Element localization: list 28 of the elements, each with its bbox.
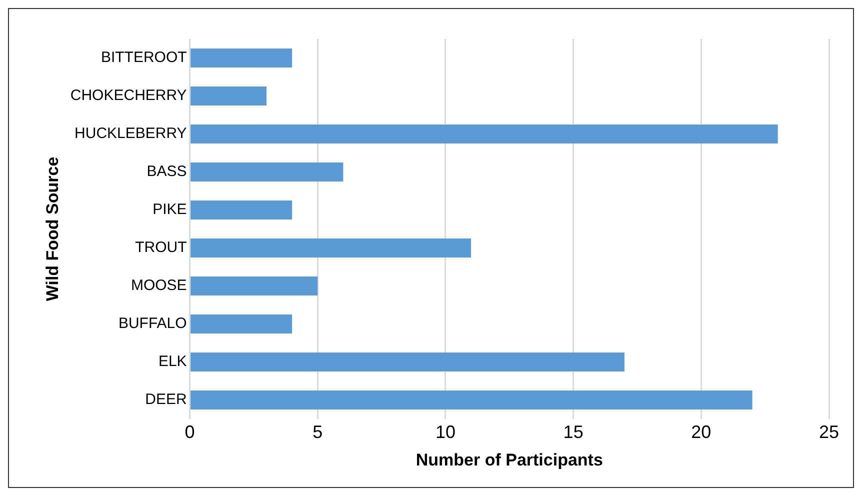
x-tick-label: 25 — [818, 422, 840, 442]
x-tick-label: 0 — [184, 422, 195, 442]
x-tick-label: 15 — [563, 422, 584, 442]
y-axis-title: Wild Food Source — [42, 156, 62, 302]
y-tick-label: BITTEROOT — [100, 49, 187, 66]
y-tick-label: DEER — [145, 391, 187, 408]
bar — [190, 314, 292, 334]
bar — [190, 48, 292, 68]
y-tick-label: BUFFALO — [118, 315, 187, 332]
x-tick-label: 10 — [435, 422, 456, 442]
y-tick-label: PIKE — [152, 201, 187, 218]
y-tick-label: CHOKECHERRY — [70, 87, 187, 104]
bar — [190, 124, 778, 144]
bar — [190, 238, 472, 258]
bar — [190, 352, 624, 372]
y-tick-label: MOOSE — [130, 277, 187, 294]
bar — [190, 200, 292, 220]
y-tick-label: ELK — [158, 353, 187, 370]
bar — [190, 390, 752, 410]
bar — [190, 276, 318, 296]
bar — [190, 162, 344, 182]
y-tick-label: TROUT — [135, 239, 187, 256]
x-axis-title: Number of Participants — [416, 450, 603, 470]
x-tick-label: 5 — [312, 422, 323, 442]
x-tick-label: 20 — [691, 422, 712, 442]
y-tick-label: HUCKLEBERRY — [74, 125, 187, 142]
bar — [190, 86, 267, 106]
y-tick-label: BASS — [146, 163, 187, 180]
